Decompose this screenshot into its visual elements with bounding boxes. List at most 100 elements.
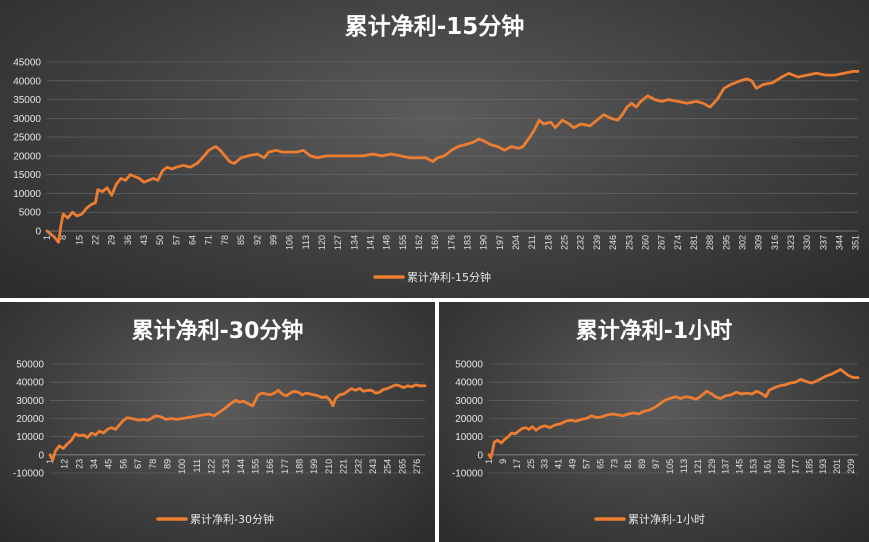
x-tick-label: 43: [139, 235, 149, 245]
y-tick-label: 50000: [16, 360, 44, 371]
x-tick-label: 36: [123, 235, 133, 245]
x-tick-label: 99: [268, 235, 278, 245]
x-tick-label: 73: [609, 459, 619, 469]
x-tick-label: 197: [495, 235, 505, 250]
y-tick-label: 20000: [455, 414, 483, 425]
x-tick-label: 267: [657, 235, 667, 250]
x-tick-label: 64: [188, 235, 198, 245]
y-tick-label: 0: [477, 450, 483, 461]
y-tick-label: 45000: [13, 58, 41, 69]
x-tick-label: 50: [155, 235, 165, 245]
y-tick-label: 15000: [13, 170, 41, 181]
x-tick-label: 281: [689, 235, 699, 250]
x-tick-label: 153: [749, 459, 759, 474]
x-tick-label: 148: [382, 235, 392, 250]
y-tick-label: 25000: [13, 133, 41, 144]
x-tick-label: 22: [91, 235, 101, 245]
x-tick-label: 225: [560, 235, 570, 250]
series-line: [48, 383, 427, 462]
chart-title: 累计净利-30分钟: [132, 318, 304, 344]
x-tick-label: 122: [206, 459, 216, 474]
x-tick-label: 323: [786, 235, 796, 250]
x-tick-label: 137: [721, 459, 731, 474]
x-tick-label: 85: [236, 235, 246, 245]
legend-label: 累计净利-1小时: [628, 512, 705, 526]
chart-1hour: 累计净利-1小时 -10000 0 10000 20000 30000 40000 50000…: [452, 318, 860, 526]
x-tick-label: 1: [484, 459, 494, 464]
x-tick-label: 100: [177, 459, 187, 474]
x-tick-label: 92: [252, 235, 262, 245]
x-tick-label: 337: [818, 235, 828, 250]
x-tick-label: 25: [526, 459, 536, 469]
x-tick-label: 78: [148, 459, 158, 469]
x-tick-label: 111: [192, 459, 202, 473]
chart-panel-30min: 累计净利-30分钟 -10000 0 10000 20000 30000 40000 5000…: [0, 302, 435, 542]
y-tick-label: 35000: [13, 95, 41, 106]
x-tick-label: 185: [804, 459, 814, 474]
x-tick-label: 302: [737, 235, 747, 250]
x-tick-label: 78: [220, 235, 230, 245]
x-tick-label: 204: [511, 235, 521, 250]
x-tick-label: 127: [333, 235, 343, 250]
x-tick-label: 45: [104, 459, 114, 469]
x-tick-label: 9: [498, 459, 508, 464]
y-tick-label: 30000: [13, 114, 41, 125]
x-tick-label: 162: [414, 235, 424, 250]
x-tick-label: 218: [543, 235, 553, 250]
x-tick-label: 239: [592, 235, 602, 250]
chart-30min: 累计净利-30分钟 -10000 0 10000 20000 30000 40000 5000…: [13, 318, 427, 526]
series-line: [487, 368, 860, 459]
x-tick-label: 193: [818, 459, 828, 474]
x-tick-label: 166: [265, 459, 275, 474]
y-tick-label: 20000: [16, 414, 44, 425]
y-tick-label: 20000: [13, 151, 41, 162]
x-tick-label: 176: [446, 235, 456, 250]
x-tick-label: 169: [776, 459, 786, 474]
x-tick-label: 81: [623, 459, 633, 469]
x-tick-label: 221: [339, 459, 349, 474]
x-tick-label: 209: [846, 459, 856, 474]
x-tick-label: 351: [851, 235, 861, 250]
x-tick-label: 89: [162, 459, 172, 469]
x-tick-label: 155: [398, 235, 408, 250]
x-tick-label: 129: [707, 459, 717, 474]
x-tick-label: 274: [673, 235, 683, 250]
x-tick-label: 243: [368, 459, 378, 474]
y-tick-label: -10000: [13, 469, 45, 480]
x-tick-label: 190: [479, 235, 489, 250]
series-line: [45, 70, 860, 244]
x-tick-label: 65: [595, 459, 605, 469]
y-tick-label: 10000: [455, 432, 483, 443]
x-tick-label: 144: [236, 459, 246, 474]
x-tick-label: 49: [568, 459, 578, 469]
y-tick-label: 40000: [16, 378, 44, 389]
y-tick-label: 40000: [13, 76, 41, 87]
y-tick-label: 30000: [455, 396, 483, 407]
x-tick-label: 34: [89, 459, 99, 469]
chart-title: 累计净利-1小时: [576, 318, 732, 344]
x-tick-label: 288: [705, 235, 715, 250]
x-tick-label: 71: [204, 235, 214, 245]
x-tick-label: 23: [74, 459, 84, 469]
x-tick-label: 246: [608, 235, 618, 250]
x-tick-label: 199: [309, 459, 319, 474]
y-tick-label: 0: [35, 227, 41, 238]
chart-panel-15min: 累计净利-15分钟 0 5000 10000 15000 20000 25000 30000 3…: [0, 0, 869, 298]
x-tick-label: 309: [754, 235, 764, 250]
x-tick-label: 201: [832, 459, 842, 474]
x-tick-label: 155: [251, 459, 261, 474]
x-tick-label: 177: [280, 459, 290, 474]
x-tick-label: 276: [412, 459, 422, 474]
x-tick-label: 17: [512, 459, 522, 469]
chart-15min: 累计净利-15分钟 0 5000 10000 15000 20000 25000 30000 3…: [13, 57, 861, 284]
x-tick-label: 344: [835, 235, 845, 250]
x-tick-label: 260: [640, 235, 650, 250]
x-tick-label: 133: [221, 459, 231, 474]
x-tick-label: 41: [554, 459, 564, 469]
x-tick-label: 120: [317, 235, 327, 250]
y-tick-label: 0: [38, 450, 44, 461]
x-tick-label: 105: [665, 459, 675, 474]
x-tick-label: 15: [74, 235, 84, 245]
x-tick-label: 121: [693, 459, 703, 474]
x-tick-label: 1: [45, 459, 55, 464]
